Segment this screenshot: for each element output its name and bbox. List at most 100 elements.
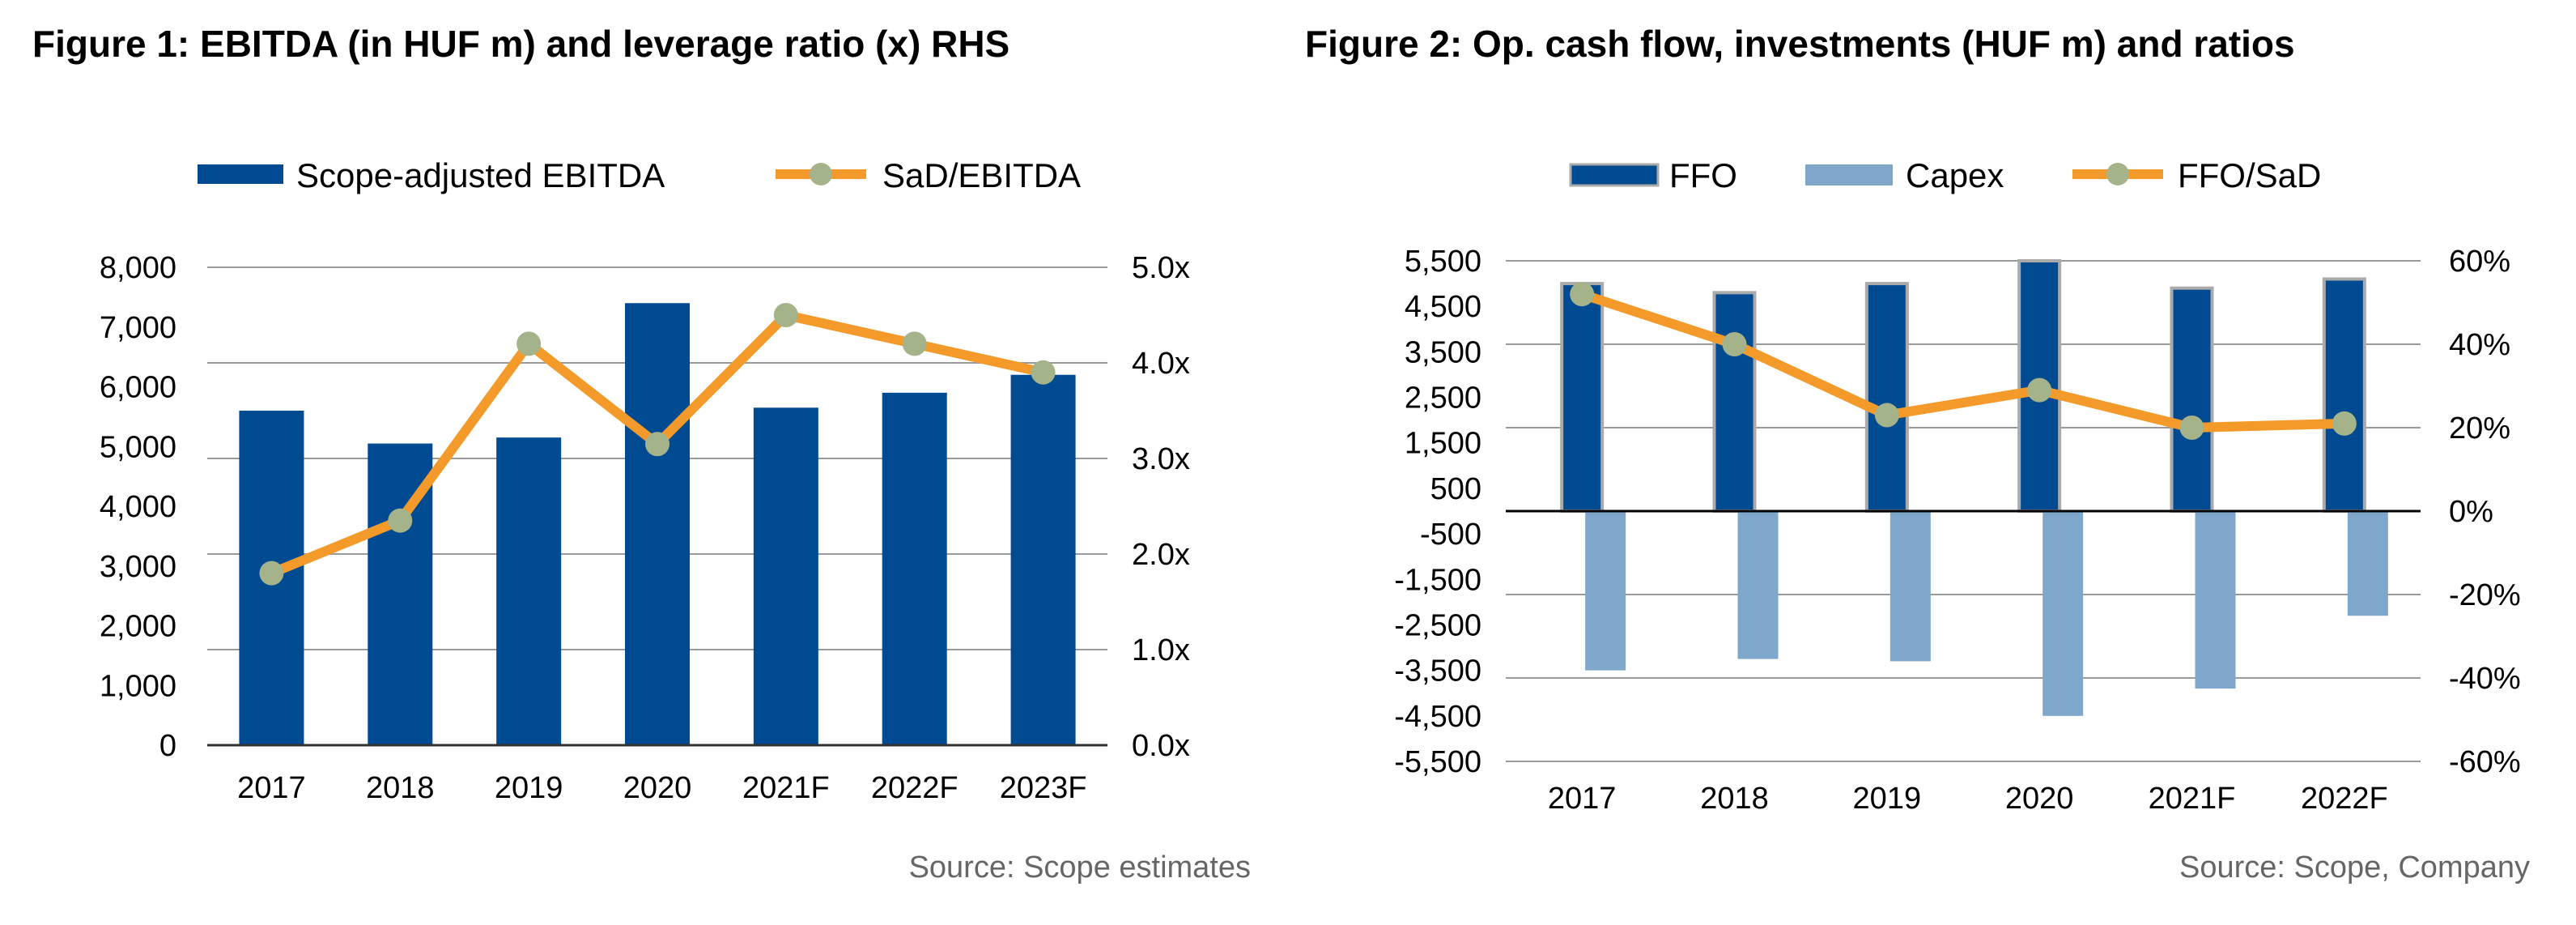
ebitda-bar-2019 bbox=[496, 437, 562, 745]
left-tick-label: -3,500 bbox=[1394, 654, 1481, 688]
right-tick-label: 4.0x bbox=[1132, 347, 1190, 381]
ffo-bar-2019 bbox=[1864, 282, 1909, 513]
ebitda-bar-2022f bbox=[882, 392, 947, 745]
ffo-bar-2017 bbox=[1560, 282, 1605, 513]
right-tick-label: 40% bbox=[2449, 328, 2510, 362]
figure-1-legend: Scope-adjusted EBITDA SaD/EBITDA bbox=[198, 156, 1081, 194]
left-tick-label: -4,500 bbox=[1394, 700, 1481, 734]
figure-1-source: Source: Scope estimates bbox=[909, 850, 1251, 885]
x-tick-label: 2018 bbox=[1700, 782, 1769, 816]
left-tick-label: 1,000 bbox=[100, 669, 176, 703]
capex-bar-2018 bbox=[1737, 511, 1779, 659]
ffo-bar-2021f bbox=[2170, 286, 2214, 513]
legend-label-ffo: FFO bbox=[1669, 156, 1737, 194]
figure-1-bars bbox=[239, 303, 1076, 745]
legend-marker-sad-ebitda bbox=[810, 163, 832, 185]
left-tick-label: 8,000 bbox=[100, 251, 176, 285]
figure-1: Figure 1: EBITDA (in HUF m) and leverage… bbox=[32, 23, 1251, 885]
right-tick-label: 0.0x bbox=[1132, 729, 1190, 763]
x-tick-label: 2019 bbox=[495, 771, 563, 805]
x-tick-label: 2017 bbox=[237, 771, 306, 805]
capex-bar-2017 bbox=[1585, 511, 1626, 671]
figure-1-x-ticks: 2017 2018 2019 2020 2021F 2022F 2023F bbox=[237, 771, 1086, 805]
right-tick-label: -60% bbox=[2449, 745, 2521, 779]
x-tick-label: 2023F bbox=[1000, 771, 1087, 805]
right-tick-label: -20% bbox=[2449, 578, 2521, 612]
x-tick-label: 2022F bbox=[871, 771, 959, 805]
ffo-sad-point-2019 bbox=[1874, 403, 1899, 428]
left-tick-label: 4,500 bbox=[1405, 290, 1481, 324]
capex-bar-2022f bbox=[2347, 511, 2388, 616]
ffo-sad-point-2021f bbox=[2179, 416, 2204, 440]
right-tick-label: 5.0x bbox=[1132, 251, 1190, 285]
legend-swatch-capex bbox=[1805, 164, 1893, 185]
ffo-sad-point-2020 bbox=[2027, 377, 2052, 403]
left-tick-label: -1,500 bbox=[1394, 563, 1481, 597]
sad-ebitda-point-2022f bbox=[902, 331, 927, 356]
figure-2-source: Source: Scope, Company bbox=[2179, 850, 2530, 885]
x-tick-label: 2022F bbox=[2301, 782, 2388, 816]
ffo-sad-line bbox=[1580, 289, 2344, 433]
x-tick-label: 2021F bbox=[2149, 782, 2236, 816]
right-tick-label: 2.0x bbox=[1132, 538, 1190, 572]
right-tick-label: 1.0x bbox=[1132, 633, 1190, 667]
ffo-sad-point-2022f bbox=[2332, 411, 2357, 436]
right-tick-label: 3.0x bbox=[1132, 442, 1190, 476]
x-tick-label: 2019 bbox=[1853, 782, 1922, 816]
legend-swatch-ebitda bbox=[198, 164, 283, 184]
left-tick-label: -2,500 bbox=[1394, 608, 1481, 642]
legend-label-sad-ebitda: SaD/EBITDA bbox=[882, 156, 1081, 194]
figure-1-line-series bbox=[259, 303, 1056, 586]
figure-2: Figure 2: Op. cash flow, investments (HU… bbox=[1305, 23, 2530, 885]
left-tick-label: -500 bbox=[1420, 518, 1481, 552]
x-tick-label: 2021F bbox=[742, 771, 830, 805]
figure-2-title: Figure 2: Op. cash flow, investments (HU… bbox=[1305, 23, 2295, 65]
left-tick-label: 1,500 bbox=[1405, 427, 1481, 461]
sad-ebitda-point-2019 bbox=[516, 331, 542, 356]
figure-2-x-ticks: 2017 2018 2019 2020 2021F 2022F bbox=[1548, 782, 2388, 816]
sad-ebitda-point-2023f bbox=[1031, 360, 1056, 385]
x-tick-label: 2020 bbox=[2005, 782, 2074, 816]
figure-2-right-axis-ticks: 60% 40% 20% 0% -20% -40% -60% bbox=[2449, 245, 2521, 779]
left-tick-label: 5,500 bbox=[1405, 245, 1481, 279]
capex-bar-2020 bbox=[2043, 511, 2084, 716]
right-tick-label: 60% bbox=[2449, 245, 2510, 279]
left-tick-label: 5,000 bbox=[100, 430, 176, 464]
left-tick-label: 0 bbox=[159, 729, 176, 763]
legend-label-capex: Capex bbox=[1906, 156, 2004, 194]
ebitda-bar-2020 bbox=[625, 303, 690, 745]
ebitda-bar-2023f bbox=[1010, 374, 1076, 745]
figure-1-right-axis-ticks: 5.0x 4.0x 3.0x 2.0x 1.0x 0.0x bbox=[1132, 251, 1190, 763]
right-tick-label: 20% bbox=[2449, 411, 2510, 445]
left-tick-label: -5,500 bbox=[1394, 745, 1481, 779]
right-tick-label: -40% bbox=[2449, 662, 2521, 696]
x-tick-label: 2018 bbox=[366, 771, 435, 805]
left-tick-label: 2,000 bbox=[100, 610, 176, 644]
left-tick-label: 500 bbox=[1430, 472, 1481, 506]
ffo-sad-point-2017 bbox=[1570, 282, 1595, 307]
capex-bar-2019 bbox=[1889, 511, 1931, 662]
left-tick-label: 6,000 bbox=[100, 371, 176, 405]
sad-ebitda-point-2017 bbox=[259, 561, 284, 586]
left-tick-label: 3,000 bbox=[100, 550, 176, 584]
right-tick-label: 0% bbox=[2449, 495, 2493, 529]
legend-swatch-ffo bbox=[1569, 163, 1660, 187]
sad-ebitda-point-2020 bbox=[645, 432, 670, 457]
ffo-bar-2018 bbox=[1712, 291, 1757, 513]
figure-2-line-series bbox=[1570, 282, 2357, 440]
x-tick-label: 2020 bbox=[623, 771, 692, 805]
figure-1-left-axis-ticks: 8,000 7,000 6,000 5,000 4,000 3,000 2,000 1,000… bbox=[100, 251, 176, 763]
left-tick-label: 3,500 bbox=[1405, 335, 1481, 369]
left-tick-label: 4,000 bbox=[100, 490, 176, 524]
figure-2-left-axis-ticks: 5,500 4,500 3,500 2,500 1,500 500 -500 -1,500 -2… bbox=[1394, 245, 1481, 779]
ffo-sad-point-2018 bbox=[1722, 332, 1747, 356]
left-tick-label: 2,500 bbox=[1405, 382, 1481, 416]
sad-ebitda-point-2018 bbox=[388, 508, 413, 533]
legend-label-ffo-sad: FFO/SaD bbox=[2178, 156, 2321, 194]
figure-1-title: Figure 1: EBITDA (in HUF m) and leverage… bbox=[32, 23, 1010, 65]
legend-label-ebitda: Scope-adjusted EBITDA bbox=[296, 156, 665, 194]
legend-marker-ffo-sad bbox=[2106, 163, 2129, 185]
ebitda-bar-2021f bbox=[753, 407, 818, 745]
ffo-bar-2022f bbox=[2322, 277, 2366, 513]
